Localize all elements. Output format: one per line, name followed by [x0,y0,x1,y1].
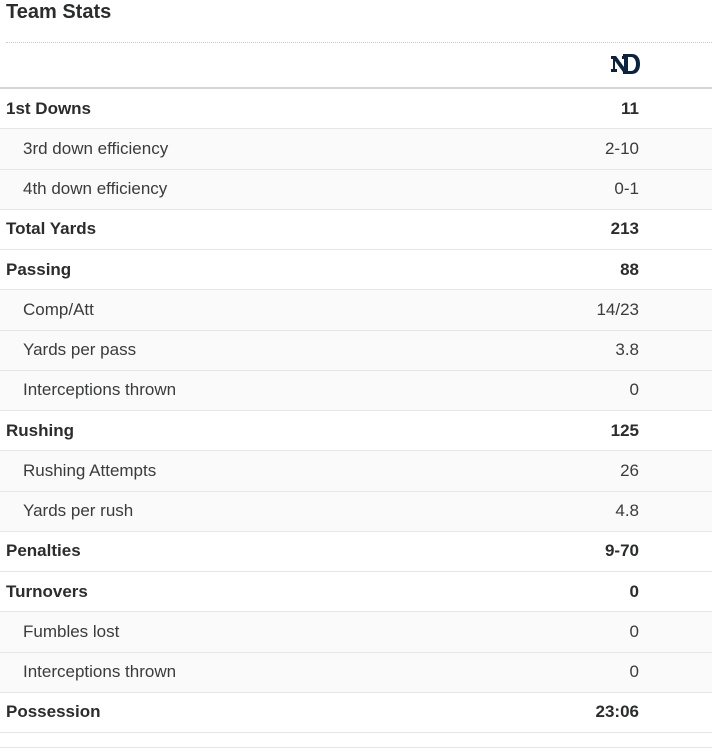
stat-label: 3rd down efficiency [23,138,169,158]
table-bottom-divider [0,747,712,748]
stat-label: Possession [6,702,101,722]
stat-row-fumbles-lost: Fumbles lost 0 [0,612,712,653]
stat-value: 0 [629,621,639,641]
stat-label: Yards per rush [23,501,134,521]
stat-value: 11 [621,98,639,118]
stat-value: 125 [610,420,639,440]
stat-label: 1st Downs [6,98,92,118]
team-stats-table: 1st Downs 11 3rd down efficiency 2-10 4t… [0,89,712,733]
stat-row-yards-per-pass: Yards per pass 3.8 [0,330,712,371]
stat-row-interceptions-thrown: Interceptions thrown 0 [0,370,712,411]
stat-label: Penalties [6,541,81,561]
team-logo-icon[interactable] [609,50,641,78]
stat-row-yards-per-rush: Yards per rush 4.8 [0,491,712,532]
stat-value: 9-70 [604,541,639,561]
stat-row-1st-downs: 1st Downs 11 [0,89,712,130]
stat-value: 0 [629,662,639,682]
stat-label: Fumbles lost [23,621,120,641]
stat-label: 4th down efficiency [23,179,168,199]
stat-value: 0 [629,581,639,601]
section-title: Team Stats [6,1,112,23]
stat-value: 26 [620,460,639,480]
title-divider [6,42,712,43]
stat-value: 4.8 [615,501,639,521]
stat-value: 23:06 [595,702,639,722]
stat-label: Rushing [6,420,74,440]
stat-row-total-yards: Total Yards 213 [0,209,712,250]
stat-label: Rushing Attempts [23,460,157,480]
stat-row-turnovers: Turnovers 0 [0,572,712,613]
stat-row-4th-down-efficiency: 4th down efficiency 0-1 [0,169,712,210]
stat-row-3rd-down-efficiency: 3rd down efficiency 2-10 [0,129,712,170]
stat-row-passing: Passing 88 [0,250,712,291]
stat-label: Interceptions thrown [23,380,177,400]
stat-value: 3.8 [615,340,639,360]
team-header-row [0,43,712,89]
stat-row-rushing: Rushing 125 [0,411,712,452]
stat-row-interceptions-thrown-2: Interceptions thrown 0 [0,652,712,693]
stat-label: Total Yards [6,219,97,239]
stat-row-possession: Possession 23:06 [0,692,712,733]
stat-label: Turnovers [6,581,88,601]
stat-label: Yards per pass [23,340,137,360]
stat-row-penalties: Penalties 9-70 [0,531,712,572]
stat-value: 213 [610,219,639,239]
stat-label: Comp/Att [23,299,94,319]
stat-value: 0 [629,380,639,400]
stat-value: 0-1 [614,179,639,199]
stat-value: 88 [620,259,639,279]
stat-value: 14/23 [596,299,639,319]
stat-row-comp-att: Comp/Att 14/23 [0,290,712,331]
stat-value: 2-10 [604,138,639,158]
stat-row-rushing-attempts: Rushing Attempts 26 [0,451,712,492]
stat-label: Passing [6,259,72,279]
stat-label: Interceptions thrown [23,662,177,682]
